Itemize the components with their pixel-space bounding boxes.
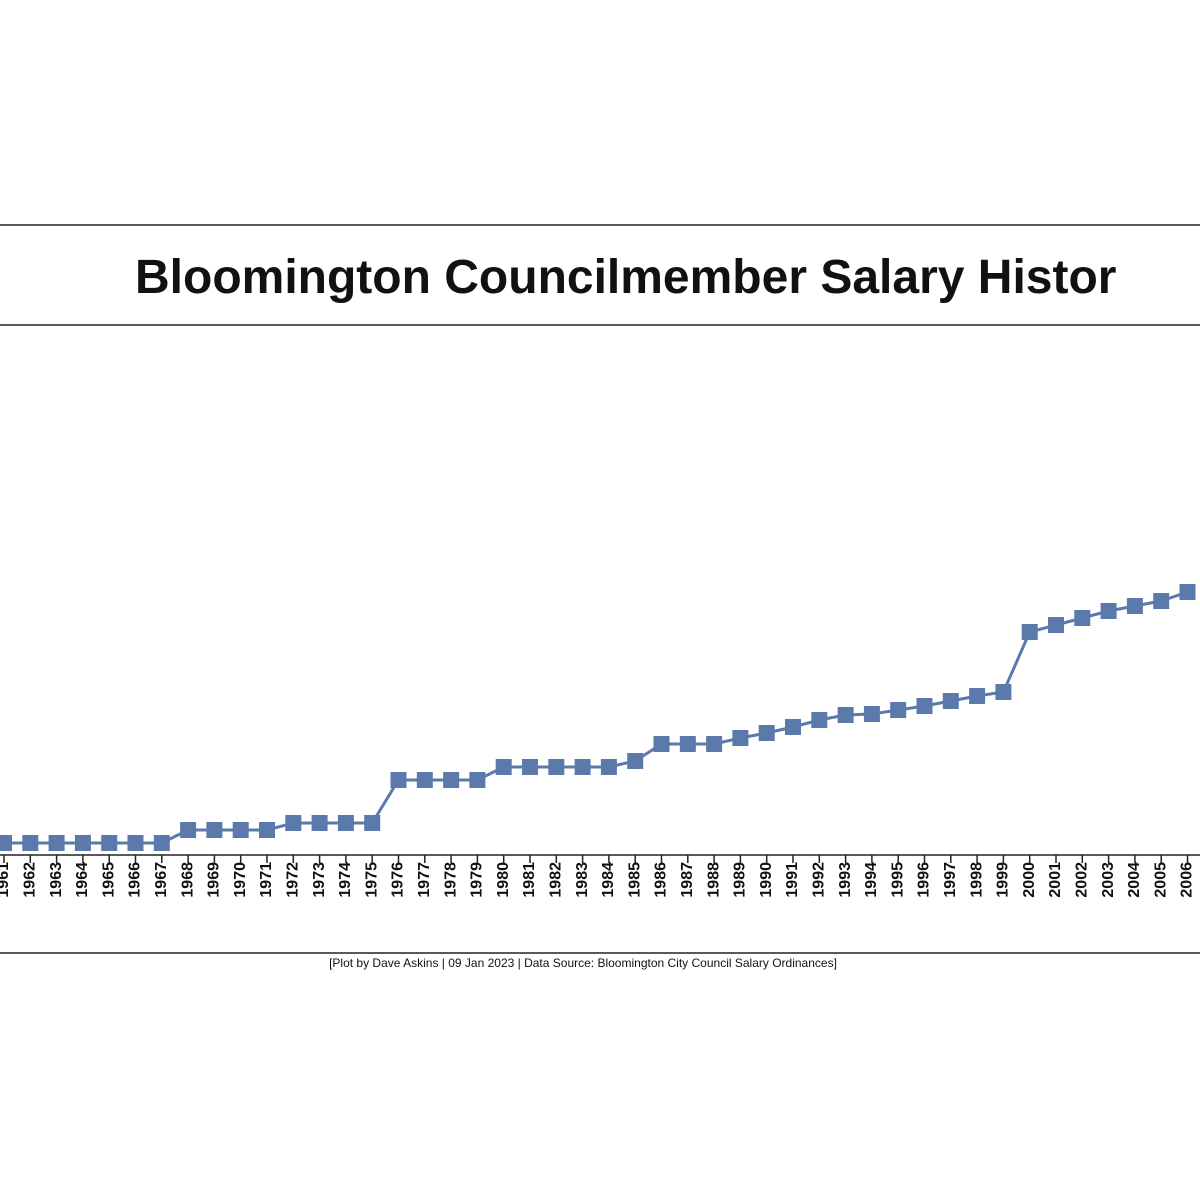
x-tick-label: 1961	[0, 862, 12, 898]
x-tick-label: 2003	[1100, 862, 1117, 898]
x-tick-label: 2005	[1152, 862, 1169, 898]
marker	[890, 702, 907, 718]
x-tick-label: 2006	[1179, 862, 1196, 898]
marker	[416, 772, 433, 788]
x-tick-label: 1969	[206, 862, 223, 898]
marker	[1021, 624, 1038, 640]
marker	[679, 736, 696, 752]
marker	[101, 835, 118, 851]
marker	[942, 693, 959, 709]
marker	[600, 759, 617, 775]
x-tick-label: 1996	[916, 862, 933, 898]
marker	[1153, 593, 1170, 609]
line	[4, 590, 1188, 845]
x-tick-label: 1992	[811, 862, 828, 898]
marker	[522, 759, 538, 775]
marker	[259, 822, 275, 838]
marker	[916, 698, 933, 714]
x-tick-label: 2000	[1021, 862, 1038, 898]
marker	[469, 772, 486, 788]
x-tick-label: 1963	[48, 862, 65, 898]
x-tick-label: 1997	[942, 862, 959, 898]
x-tick-label: 1978	[442, 862, 459, 898]
x-tick-label: 1981	[521, 862, 538, 898]
x-tick-label: 1970	[232, 862, 249, 898]
marker	[443, 772, 460, 788]
x-tick-label: 1976	[390, 862, 407, 898]
x-tick-label: 1988	[705, 862, 722, 898]
x-tick-label: 1990	[758, 862, 775, 898]
x-tick-label: 1999	[995, 862, 1012, 898]
marker	[206, 822, 223, 838]
marker	[0, 835, 12, 851]
marker	[1179, 584, 1196, 600]
x-tick-label: 1962	[22, 862, 39, 898]
x-tick-label: 1972	[285, 862, 302, 898]
x-tick-label: 1982	[548, 862, 565, 898]
marker	[785, 719, 801, 735]
x-tick-label: 1975	[363, 862, 380, 898]
marker	[706, 736, 723, 752]
marker	[495, 759, 512, 775]
marker	[1074, 610, 1091, 626]
marker	[653, 736, 670, 752]
marker	[811, 712, 828, 728]
x-tick-label: 1974	[337, 862, 354, 898]
x-tick-label: 1971	[258, 862, 275, 898]
marker	[1126, 598, 1143, 614]
marker	[127, 835, 144, 851]
x-tick-label: 1998	[968, 862, 985, 898]
marker	[311, 815, 328, 831]
x-tick-label: 1980	[495, 862, 512, 898]
x-tick-label: 1967	[153, 862, 170, 898]
x-tick-label: 1968	[179, 862, 196, 898]
x-tick-label: 1977	[416, 862, 433, 898]
x-tick-label: 1994	[863, 862, 880, 898]
marker	[863, 706, 880, 722]
marker	[627, 753, 644, 769]
marker	[153, 835, 170, 851]
x-tick-label: 1966	[127, 862, 144, 898]
x-tick-label: 1979	[469, 862, 486, 898]
marker	[1048, 617, 1064, 633]
x-tick-label: 1984	[600, 862, 617, 898]
x-tick-label: 1985	[626, 862, 643, 898]
marker	[180, 822, 197, 838]
x-tick-label: 1995	[889, 862, 906, 898]
marker	[995, 684, 1012, 700]
x-tick-label: 1965	[100, 862, 117, 898]
chart-title: Bloomington Councilmember Salary Histor	[135, 251, 1116, 304]
marker	[285, 815, 302, 831]
marker	[548, 759, 565, 775]
marker	[732, 730, 749, 746]
x-tick-label: 2002	[1074, 862, 1091, 898]
marker	[1100, 603, 1117, 619]
marker	[837, 707, 854, 723]
x-tick-label: 1986	[653, 862, 670, 898]
marker	[574, 759, 591, 775]
x-tick-label: 1973	[311, 862, 328, 898]
marker	[390, 772, 407, 788]
x-tick-label: 1993	[837, 862, 854, 898]
marker	[74, 835, 91, 851]
marker	[232, 822, 249, 838]
x-tick-label: 2004	[1126, 862, 1143, 898]
x-tick-label: 1991	[784, 862, 801, 898]
x-tick-label: 1987	[679, 862, 696, 898]
marker	[364, 815, 381, 831]
footnote: [Plot by Dave Askins | 09 Jan 2023 | Dat…	[329, 956, 837, 970]
marker	[48, 835, 65, 851]
x-tick-label: 1964	[74, 862, 91, 898]
x-tick-label: 1983	[574, 862, 591, 898]
x-tick-label: 2001	[1047, 862, 1064, 898]
x-tick-label: 1989	[732, 862, 749, 898]
marker	[337, 815, 354, 831]
marker	[758, 725, 775, 741]
marker	[22, 835, 39, 851]
marker	[969, 688, 986, 704]
